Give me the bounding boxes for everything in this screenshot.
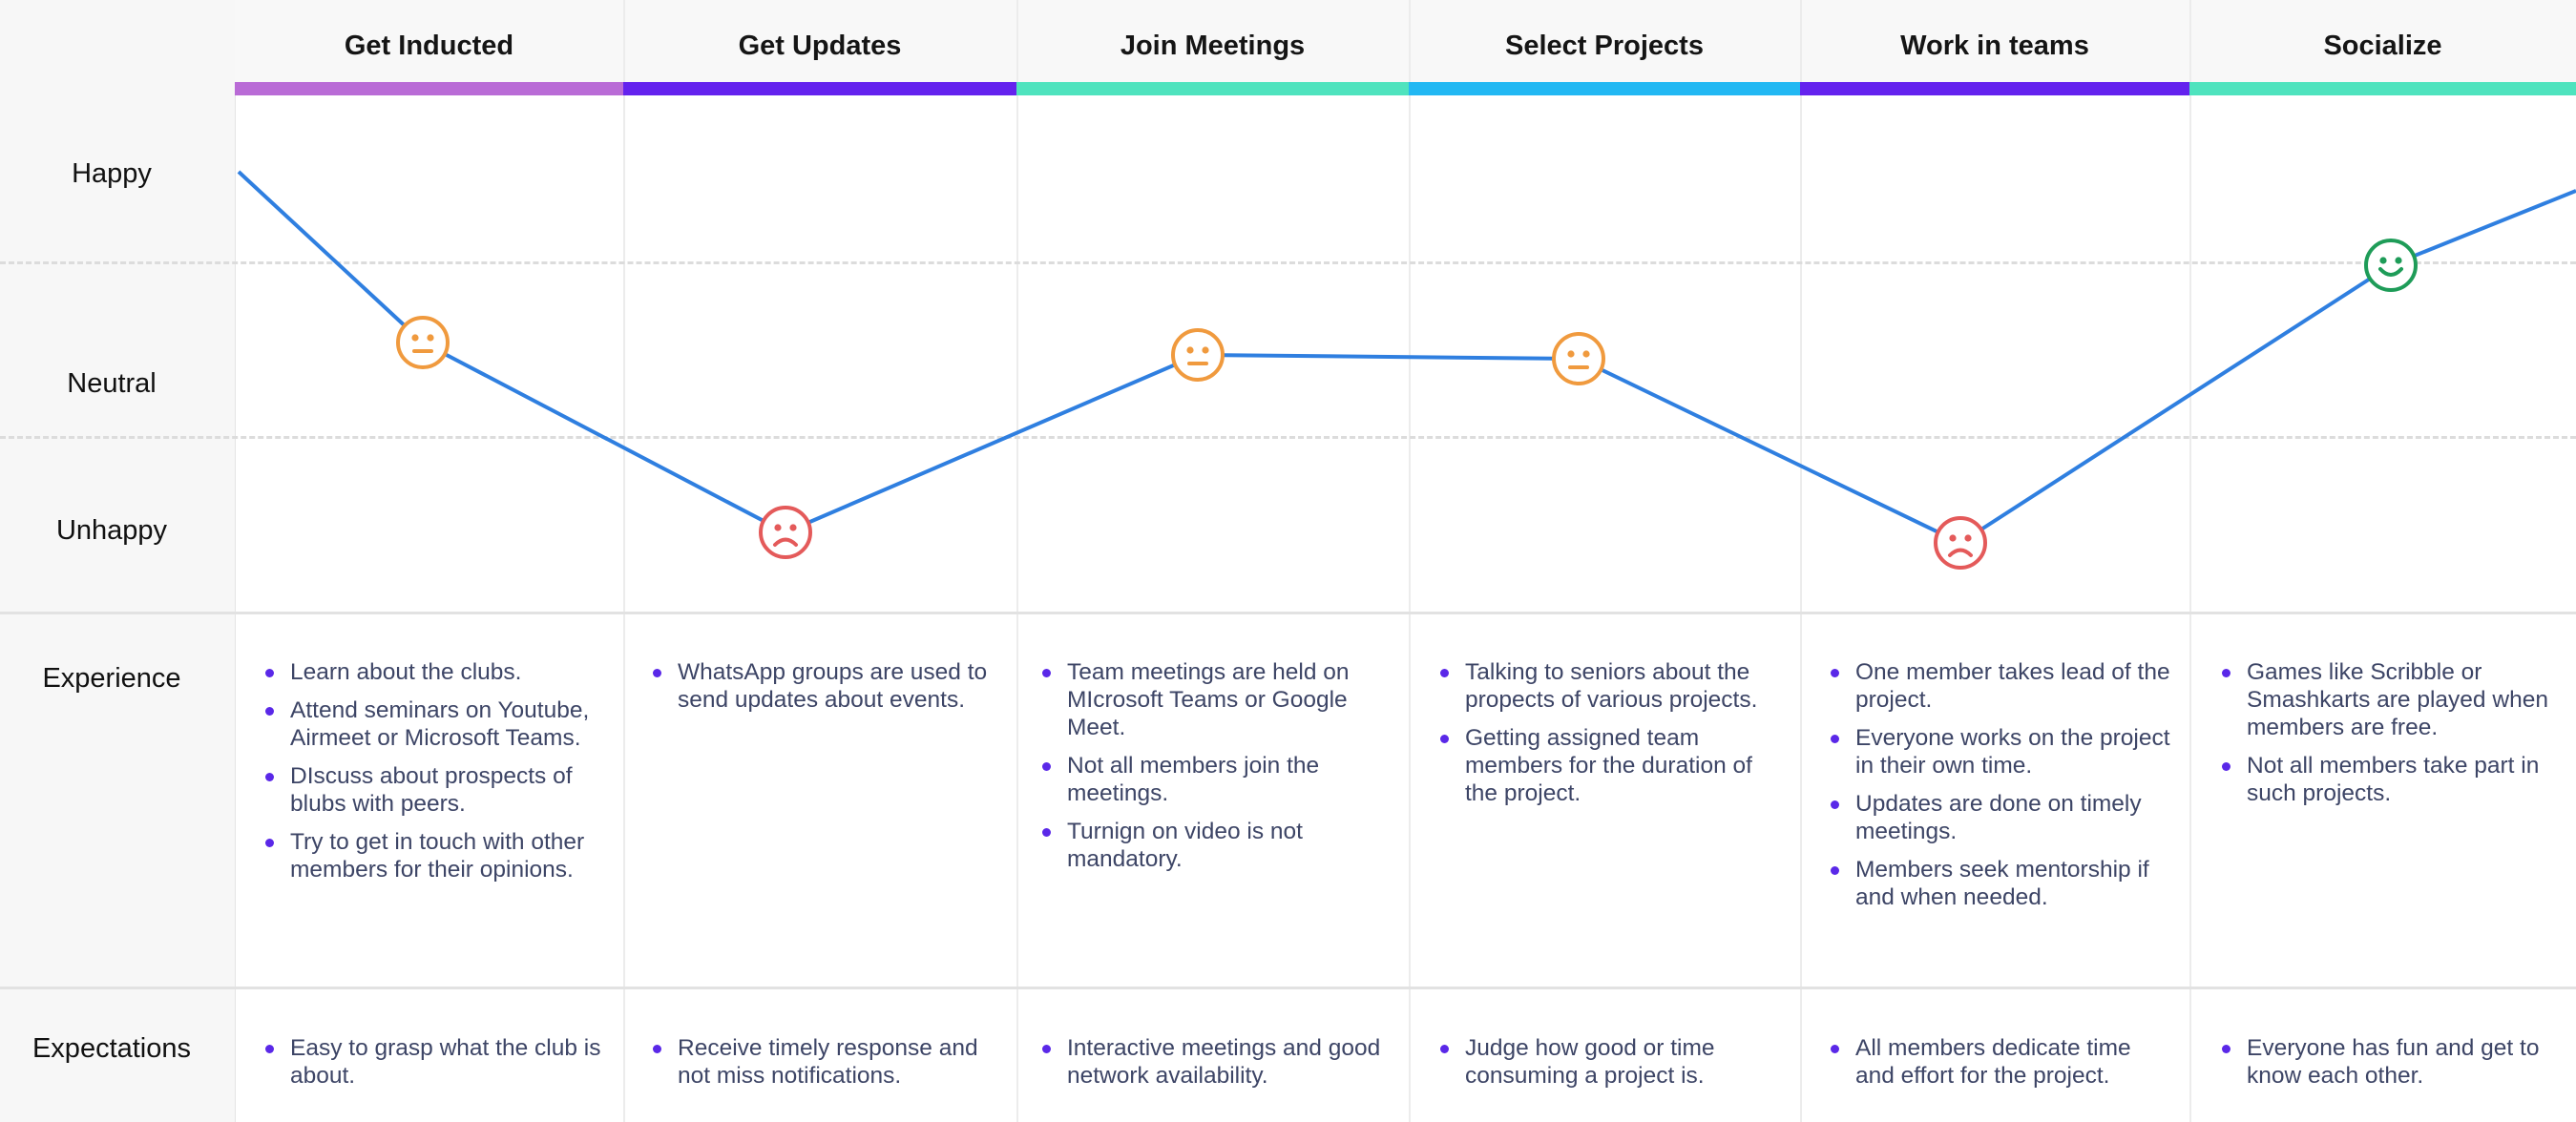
list-item: Not all members join the meetings.	[1033, 752, 1386, 807]
list-item: One member takes lead of the project.	[1821, 658, 2174, 714]
sad-face-icon	[1932, 514, 1989, 571]
list-item: Receive timely response and not miss not…	[643, 1034, 996, 1090]
row-label-experience: Experience	[42, 663, 181, 694]
list-item: Attend seminars on Youtube, Airmeet or M…	[256, 696, 609, 752]
phase-header: Work in teams	[1800, 0, 2189, 95]
phase-header: Select Projects	[1409, 0, 1800, 95]
phase-header: Get Inducted	[235, 0, 623, 95]
phase-header: Get Updates	[623, 0, 1016, 95]
experience-list: WhatsApp groups are used to send updates…	[643, 658, 996, 724]
list-item: Everyone has fun and get to know each ot…	[2212, 1034, 2570, 1090]
list-item: Updates are done on timely meetings.	[1821, 790, 2174, 845]
row-label-neutral: Neutral	[67, 368, 157, 399]
row-label-happy: Happy	[72, 158, 152, 189]
list-item: WhatsApp groups are used to send updates…	[643, 658, 996, 714]
neutral-face-icon	[1169, 326, 1226, 384]
column-divider	[1409, 0, 1411, 1122]
neutral-unhappy-divider	[0, 436, 2576, 439]
list-item: Turnign on video is not mandatory.	[1033, 818, 1386, 873]
list-item: Learn about the clubs.	[256, 658, 609, 686]
experience-list: One member takes lead of the project. Eve…	[1821, 658, 2174, 922]
list-item: Games like Scribble or Smashkarts are pl…	[2212, 658, 2566, 741]
experience-list: Talking to seniors about the propects of…	[1431, 658, 1784, 818]
list-item: Interactive meetings and good network av…	[1033, 1034, 1386, 1090]
list-item: Judge how good or time consuming a proje…	[1431, 1034, 1784, 1090]
experience-list: Team meetings are held on MIcrosoft Team…	[1033, 658, 1386, 883]
row-label-column	[0, 0, 236, 1122]
list-item: All members dedicate time and effort for…	[1821, 1034, 2174, 1090]
expectations-list: Interactive meetings and good network av…	[1033, 1034, 1386, 1100]
column-divider	[623, 0, 625, 1122]
emotion-line	[237, 170, 2576, 545]
expectations-list: Easy to grasp what the club is about.	[256, 1034, 609, 1100]
experience-section-divider	[0, 987, 2576, 989]
happy-face-icon	[2362, 237, 2419, 294]
list-item: Getting assigned team members for the du…	[1431, 724, 1784, 807]
emotion-section-divider	[0, 612, 2576, 614]
expectations-list: Receive timely response and not miss not…	[643, 1034, 996, 1100]
phase-title: Select Projects	[1505, 31, 1704, 61]
happy-neutral-divider	[0, 261, 2576, 264]
experience-list: Games like Scribble or Smashkarts are pl…	[2212, 658, 2566, 818]
phase-color-bar	[623, 82, 1016, 95]
phase-header: Join Meetings	[1016, 0, 1409, 95]
phase-color-bar	[1409, 82, 1800, 95]
list-item: Talking to seniors about the propects of…	[1431, 658, 1784, 714]
phase-title: Get Updates	[738, 31, 902, 61]
row-label-expectations: Expectations	[31, 1033, 192, 1064]
phase-title: Work in teams	[1900, 31, 2089, 61]
phase-title: Socialize	[2323, 31, 2442, 61]
expectations-list: Everyone has fun and get to know each ot…	[2212, 1034, 2570, 1100]
neutral-face-icon	[1550, 330, 1607, 387]
phase-header: Socialize	[2189, 0, 2576, 95]
phase-title: Get Inducted	[344, 31, 514, 61]
sad-face-icon	[757, 504, 814, 561]
list-item: Not all members take part in such projec…	[2212, 752, 2566, 807]
column-divider	[1800, 0, 1802, 1122]
expectations-list: Judge how good or time consuming a proje…	[1431, 1034, 1784, 1100]
list-item: Team meetings are held on MIcrosoft Team…	[1033, 658, 1386, 741]
list-item: Try to get in touch with other members f…	[256, 828, 609, 883]
phase-color-bar	[1016, 82, 1409, 95]
list-item: DIscuss about prospects of blubs with pe…	[256, 762, 609, 818]
list-item: Everyone works on the project in their o…	[1821, 724, 2174, 779]
phase-title: Join Meetings	[1120, 31, 1306, 61]
neutral-face-icon	[394, 314, 451, 371]
expectations-list: All members dedicate time and effort for…	[1821, 1034, 2174, 1100]
emotion-curve	[237, 170, 2576, 545]
phase-color-bar	[235, 82, 623, 95]
list-item: Members seek mentorship if and when need…	[1821, 856, 2174, 911]
column-divider	[2189, 0, 2191, 1122]
phase-color-bar	[1800, 82, 2189, 95]
experience-list: Learn about the clubs. Attend seminars on…	[256, 658, 609, 894]
row-label-unhappy: Unhappy	[55, 515, 168, 546]
list-item: Easy to grasp what the club is about.	[256, 1034, 609, 1090]
column-divider	[1016, 0, 1018, 1122]
phase-color-bar	[2189, 82, 2576, 95]
